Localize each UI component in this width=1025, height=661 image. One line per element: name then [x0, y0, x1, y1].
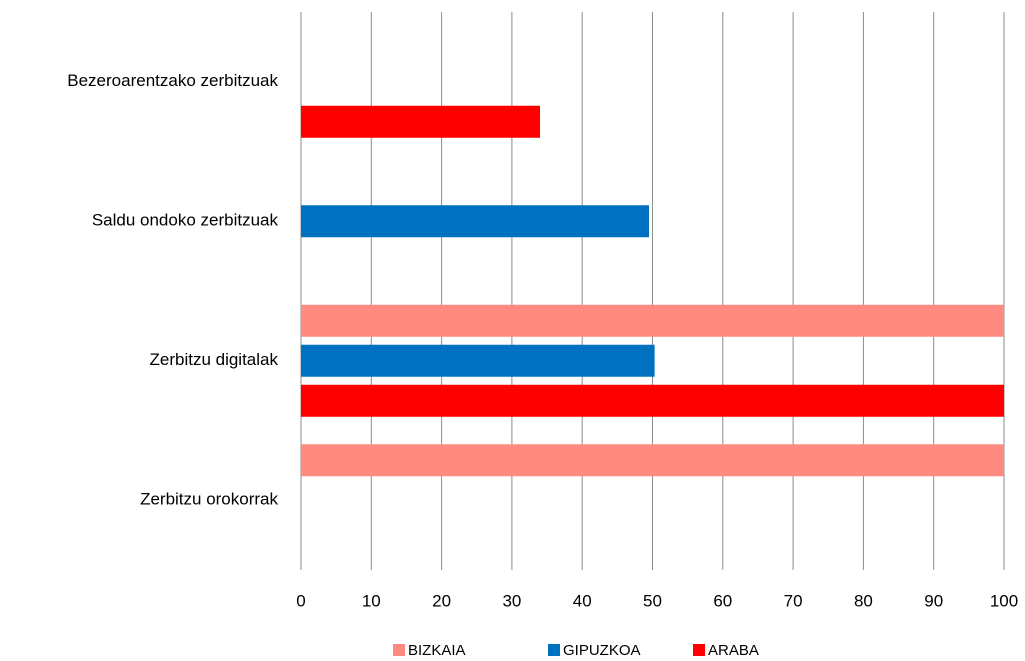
x-tick-label: 20 — [432, 591, 451, 610]
x-tick-label: 0 — [296, 591, 305, 610]
x-tick-label: 90 — [924, 591, 943, 610]
bar — [301, 304, 1004, 337]
x-tick-label: 80 — [854, 591, 873, 610]
x-tick-label: 100 — [990, 591, 1018, 610]
y-tick-label: Zerbitzu orokorrak — [140, 490, 278, 509]
y-tick-label: Bezeroarentzako zerbitzuak — [67, 71, 278, 90]
bar — [301, 444, 1004, 477]
bar — [301, 384, 1004, 417]
x-tick-label: 70 — [784, 591, 803, 610]
legend-swatch — [693, 644, 705, 656]
x-tick-label: 40 — [573, 591, 592, 610]
y-tick-label: Zerbitzu digitalak — [149, 350, 278, 369]
x-tick-label: 30 — [502, 591, 521, 610]
legend-swatch — [548, 644, 560, 656]
bar — [301, 105, 541, 138]
bar — [301, 205, 649, 238]
x-tick-label: 60 — [713, 591, 732, 610]
x-tick-label: 50 — [643, 591, 662, 610]
legend-swatch — [393, 644, 405, 656]
y-tick-label: Saldu ondoko zerbitzuak — [92, 211, 279, 230]
legend-label: GIPUZKOA — [563, 642, 641, 659]
x-tick-label: 10 — [362, 591, 381, 610]
legend-label: BIZKAIA — [408, 642, 466, 659]
bar — [301, 344, 655, 377]
legend-label: ARABA — [708, 642, 759, 659]
